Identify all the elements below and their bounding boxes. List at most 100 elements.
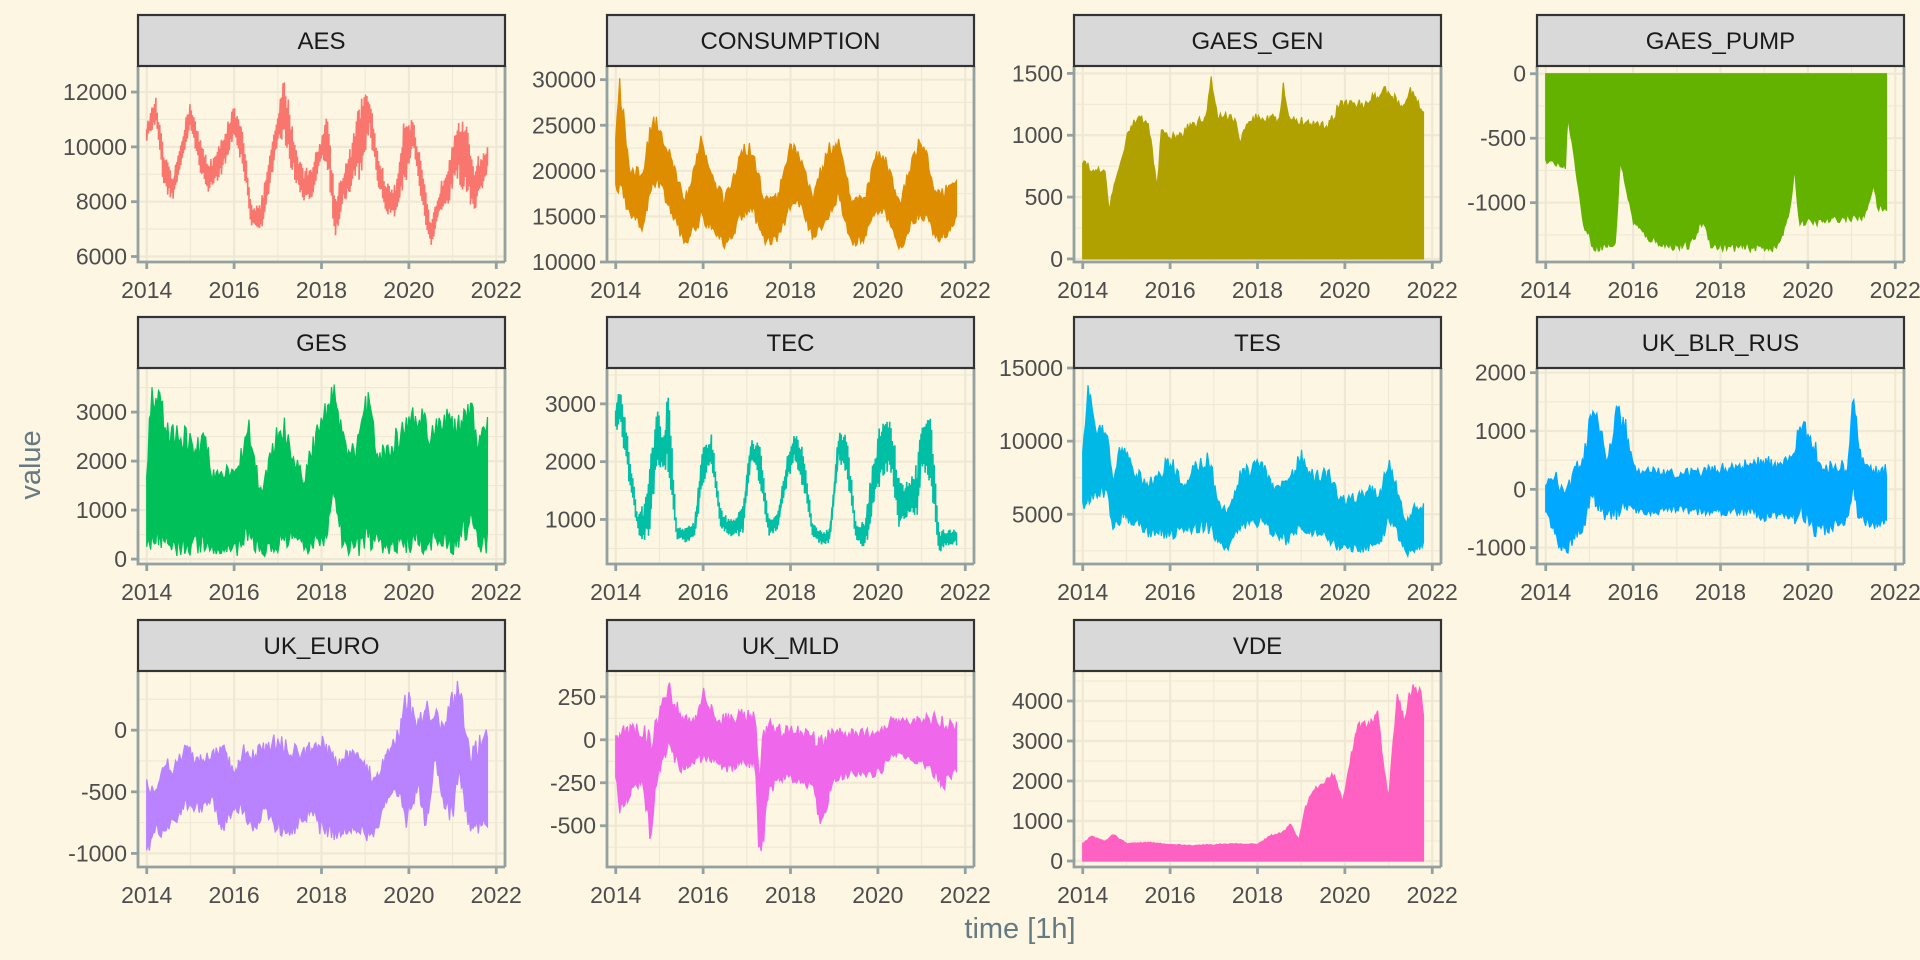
facet-strip xyxy=(605,618,976,673)
x-axis-title: time [1h] xyxy=(964,913,1075,945)
y-tick-label: 0 xyxy=(1050,848,1063,874)
x-tick-label: 2016 xyxy=(1145,882,1196,908)
y-tick-label: 12000 xyxy=(63,79,127,105)
facet-strip xyxy=(136,13,507,68)
x-tick-label: 2020 xyxy=(383,579,434,605)
y-axis-title: value xyxy=(15,430,47,499)
axis-lines xyxy=(605,671,974,869)
axis-lines xyxy=(1072,368,1441,566)
series-area xyxy=(615,78,958,251)
facet-strip-label: TEC xyxy=(767,330,815,357)
series-area xyxy=(1082,385,1425,559)
y-tick-label: -1000 xyxy=(1467,535,1526,561)
x-tick-label: 2020 xyxy=(1782,277,1833,303)
x-tick-label: 2018 xyxy=(1695,277,1746,303)
facet-strip xyxy=(136,315,507,370)
x-tick-label: 2016 xyxy=(1145,277,1196,303)
panel-uk-mld: -500 -250 0 250 2014 2016 2018 2020 2022 UK_MLD xyxy=(550,618,991,908)
y-tick-label: 1000 xyxy=(1012,122,1063,148)
x-tick-label: 2016 xyxy=(678,277,729,303)
x-tick-label: 2020 xyxy=(383,277,434,303)
y-tick-label: 0 xyxy=(1513,61,1526,87)
panel-vde: 0 1000 2000 3000 4000 2014 2016 2018 2020 2022 VDE xyxy=(1012,618,1458,908)
x-tick-label: 2016 xyxy=(1145,579,1196,605)
facet-strip xyxy=(1535,13,1906,68)
x-tick-label: 2022 xyxy=(1407,579,1458,605)
y-tick-label: 0 xyxy=(583,727,596,753)
panel-tec: 1000 2000 3000 2014 2016 2018 2020 2022 TEC xyxy=(545,315,991,605)
x-tick-label: 2014 xyxy=(1520,277,1571,303)
panel-aes: 6000 8000 10000 12000 2014 2016 2018 2020 2022 AE… xyxy=(63,13,522,303)
y-tick-label: 2000 xyxy=(1475,360,1526,386)
y-tick-label: 2000 xyxy=(545,449,596,475)
y-tick-label: 4000 xyxy=(1012,688,1063,714)
facet-strip-label: AES xyxy=(297,28,345,55)
y-tick-label: 2000 xyxy=(1012,768,1063,794)
panel-gaes-pump: -1000 -500 0 2014 2016 2018 2020 2022 GAES_PUMP xyxy=(1467,13,1920,303)
x-tick-label: 2018 xyxy=(765,579,816,605)
y-tick-label: 250 xyxy=(558,684,596,710)
panel-consumption: 10000 15000 20000 25000 30000 2014 2016 2018 202… xyxy=(532,13,991,303)
y-tick-label: 25000 xyxy=(532,112,596,138)
facet-strip xyxy=(605,13,976,68)
x-tick-label: 2020 xyxy=(852,882,903,908)
axis-lines xyxy=(1535,368,1904,566)
x-tick-label: 2020 xyxy=(852,277,903,303)
facet-strip xyxy=(1072,315,1443,370)
x-tick-label: 2022 xyxy=(940,882,991,908)
facet-strip-label: TES xyxy=(1234,330,1281,357)
x-tick-label: 2014 xyxy=(121,882,172,908)
x-tick-label: 2022 xyxy=(471,277,522,303)
y-tick-label: 1500 xyxy=(1012,60,1063,86)
panel-ges: 0 1000 2000 3000 2014 2016 2018 2020 2022 GES xyxy=(76,315,522,605)
y-tick-label: -250 xyxy=(550,770,596,796)
x-tick-label: 2016 xyxy=(678,882,729,908)
x-tick-label: 2014 xyxy=(1520,579,1571,605)
y-tick-label: -1000 xyxy=(68,840,127,866)
y-tick-label: -500 xyxy=(1480,125,1526,151)
x-tick-label: 2016 xyxy=(209,277,260,303)
facet-strip-label: VDE xyxy=(1233,633,1282,660)
panel-uk-euro: -1000 -500 0 2014 2016 2018 2020 2022 UK_EURO xyxy=(68,618,522,908)
axis-lines xyxy=(1535,66,1904,264)
y-tick-label: -500 xyxy=(81,779,127,805)
series-area xyxy=(146,384,489,558)
facet-strip xyxy=(1535,315,1906,370)
x-tick-label: 2022 xyxy=(471,882,522,908)
y-tick-label: 3000 xyxy=(1012,728,1063,754)
y-tick-label: 1000 xyxy=(76,497,127,523)
y-tick-label: 15000 xyxy=(532,203,596,229)
x-tick-label: 2020 xyxy=(383,882,434,908)
x-tick-label: 2020 xyxy=(1782,579,1833,605)
x-tick-label: 2016 xyxy=(1608,579,1659,605)
facet-strip-label: GAES_GEN xyxy=(1191,28,1323,55)
x-tick-label: 2020 xyxy=(1319,882,1370,908)
series-area xyxy=(615,682,958,852)
facet-strip xyxy=(1072,13,1443,68)
x-tick-label: 2016 xyxy=(209,579,260,605)
x-tick-label: 2022 xyxy=(471,579,522,605)
series-area xyxy=(1082,684,1425,862)
y-tick-label: 500 xyxy=(1025,184,1063,210)
series-area xyxy=(146,680,489,851)
x-tick-label: 2014 xyxy=(121,579,172,605)
series-line xyxy=(614,393,958,552)
y-tick-label: 0 xyxy=(114,717,127,743)
x-tick-label: 2018 xyxy=(1695,579,1746,605)
series-line xyxy=(145,82,489,245)
axis-lines xyxy=(1072,671,1441,869)
series-area xyxy=(1545,397,1888,554)
facet-strip xyxy=(605,315,976,370)
x-tick-label: 2018 xyxy=(1232,277,1283,303)
y-tick-label: 10000 xyxy=(532,249,596,275)
y-tick-label: 8000 xyxy=(76,189,127,215)
facet-strip xyxy=(1072,618,1443,673)
x-tick-label: 2022 xyxy=(1870,579,1920,605)
facet-strip-label: GES xyxy=(296,330,347,357)
x-tick-label: 2014 xyxy=(1057,277,1108,303)
y-tick-label: 15000 xyxy=(999,355,1063,381)
facet-strip-label: UK_EURO xyxy=(263,633,379,660)
x-tick-label: 2016 xyxy=(1608,277,1659,303)
y-tick-label: 0 xyxy=(1050,246,1063,272)
